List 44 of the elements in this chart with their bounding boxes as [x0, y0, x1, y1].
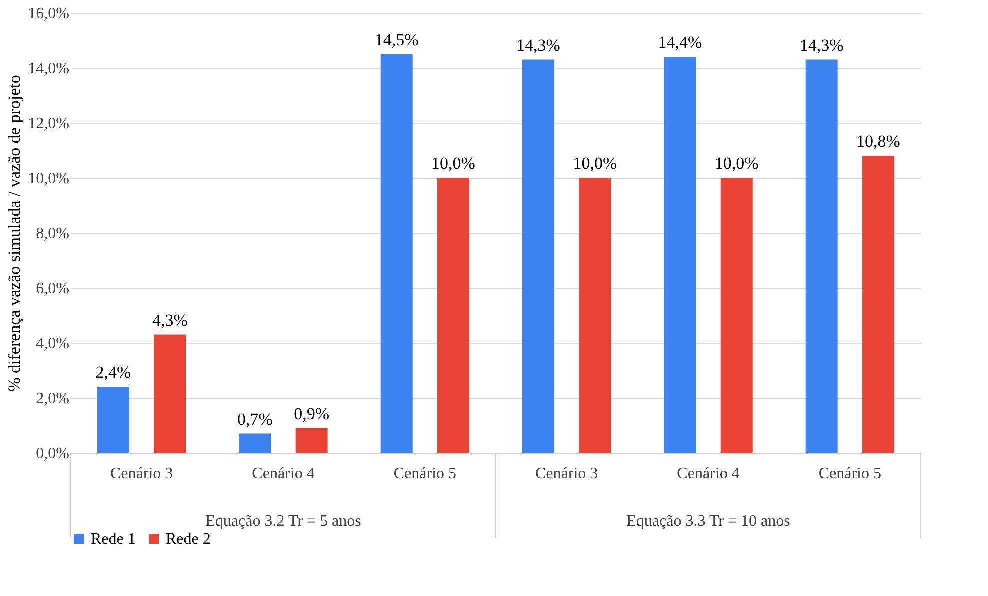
data-label: 14,3%	[516, 36, 560, 55]
y-axis-title: % diferença vazão simulada / vazão de projeto	[5, 75, 24, 392]
data-label: 14,3%	[800, 36, 844, 55]
bar	[98, 387, 130, 453]
y-tick-label: 6,0%	[36, 280, 70, 298]
x-tick-label: Cenário 4	[677, 466, 740, 482]
data-label: 4,3%	[152, 310, 188, 330]
data-label: 10,0%	[432, 154, 476, 173]
data-label: 10,0%	[714, 154, 759, 173]
y-tick-label: 8,0%	[36, 226, 70, 242]
bar	[438, 178, 470, 453]
bar	[522, 60, 554, 453]
bar	[239, 434, 272, 453]
legend-label: Rede 2	[166, 531, 211, 548]
text: Equação 3.3 Tr = 10 anos	[626, 513, 790, 530]
bar	[720, 178, 753, 453]
bar	[664, 57, 696, 453]
data-label: 0,7%	[237, 410, 273, 429]
y-tick-label: 4,0%	[36, 336, 70, 352]
x-tick-label: Cenário 4	[252, 466, 315, 482]
y-tick-label: 12,0%	[28, 116, 70, 132]
bar	[806, 60, 838, 453]
data-label: 10,8%	[856, 132, 900, 151]
y-tick-label: 0,0%	[36, 446, 70, 462]
y-tick-label: 10,0%	[28, 170, 70, 188]
x-tick-label: Cenário 5	[818, 466, 882, 482]
y-tick-label: 14,0%	[28, 60, 70, 78]
x-tick-label: Cenário 3	[110, 466, 174, 482]
data-label: 2,4%	[96, 363, 132, 382]
bar	[296, 428, 328, 453]
legend-label: Rede 1	[91, 531, 136, 548]
data-label: 14,4%	[658, 33, 702, 52]
text: Equação 3.2 Tr = 5 anos	[206, 513, 362, 530]
data-label: 0,9%	[294, 404, 330, 424]
bar	[579, 178, 612, 453]
bar	[154, 334, 186, 453]
bar	[380, 54, 413, 453]
y-tick-label: 2,0%	[36, 390, 70, 408]
data-label: 14,5%	[374, 30, 419, 50]
data-label: 10,0%	[573, 154, 618, 173]
x-tick-label: Cenário 5	[394, 466, 456, 482]
bar	[862, 156, 894, 453]
x-tick-label: Cenário 3	[536, 466, 598, 482]
y-tick-label: 16,0%	[28, 6, 70, 22]
